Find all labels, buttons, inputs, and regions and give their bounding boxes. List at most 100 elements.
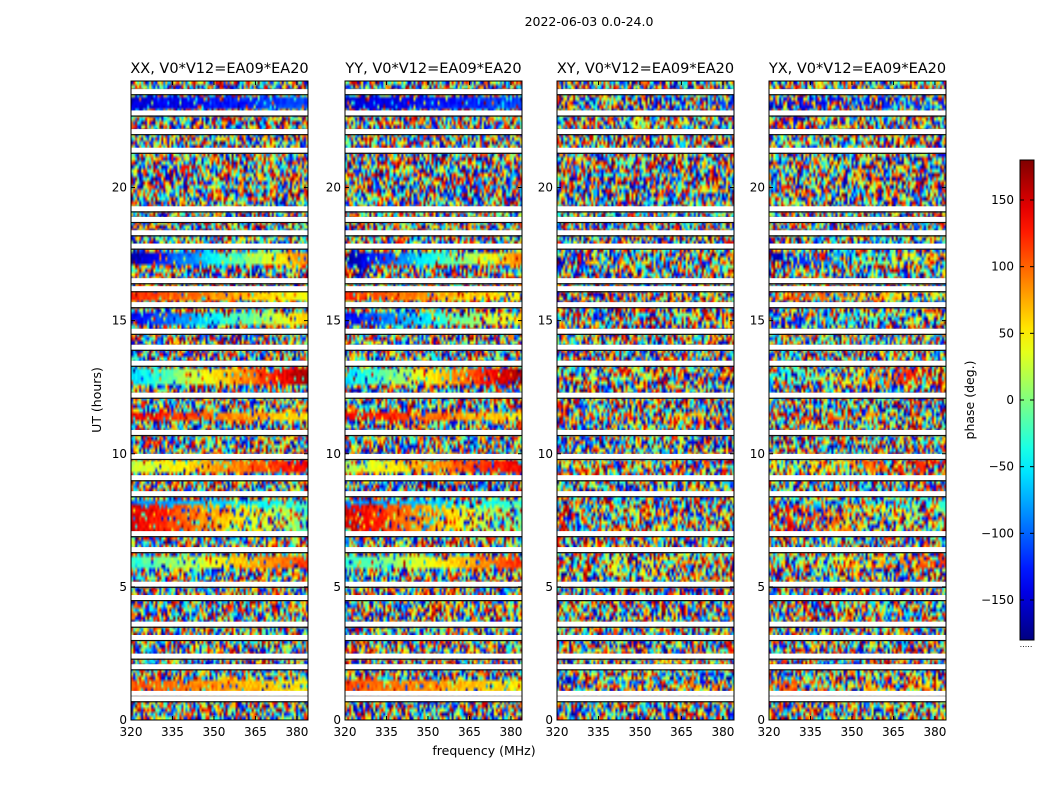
x-tick-label: 320	[334, 725, 357, 739]
flagged-row	[131, 110, 308, 116]
flagged-row	[345, 110, 522, 116]
separator-line	[557, 94, 734, 96]
flagged-row	[557, 286, 734, 292]
flagged-row	[131, 344, 308, 350]
separator-line	[131, 211, 308, 213]
flagged-row	[131, 286, 308, 292]
separator-line	[769, 94, 946, 96]
separator-line	[769, 397, 946, 399]
x-tick-label: 320	[546, 725, 569, 739]
separator-line	[131, 115, 308, 117]
flagged-row	[345, 696, 522, 702]
colorbar-tick-label: −50	[989, 460, 1014, 474]
separator-line	[131, 152, 308, 154]
separator-line	[557, 397, 734, 399]
separator-line	[131, 480, 308, 482]
flagged-row	[131, 328, 308, 334]
flagged-row	[131, 147, 308, 153]
separator-line	[131, 536, 308, 538]
flagged-row	[557, 595, 734, 601]
flagged-row	[769, 344, 946, 350]
separator-line	[557, 307, 734, 309]
x-tick-label: 380	[499, 725, 522, 739]
flagged-row	[557, 690, 734, 696]
flagged-row	[131, 475, 308, 481]
colorbar-tick-label: −150	[981, 593, 1014, 607]
flagged-row	[131, 278, 308, 284]
flagged-row	[345, 328, 522, 334]
flagged-row	[345, 547, 522, 553]
separator-line	[345, 365, 522, 367]
flagged-row	[131, 664, 308, 670]
flagged-row	[557, 360, 734, 366]
flagged-row	[557, 634, 734, 640]
flagged-row	[131, 302, 308, 308]
separator-line	[557, 211, 734, 213]
panel-1: XX, V0*V12=EA09*EA20 320 335 350 365 380 0 5 10 1…	[112, 61, 309, 739]
flagged-row	[345, 475, 522, 481]
separator-line	[345, 669, 522, 671]
separator-line	[769, 639, 946, 642]
separator-line	[345, 586, 522, 588]
panel-title: XY, V0*V12=EA09*EA20	[557, 61, 734, 77]
separator-line	[769, 669, 946, 671]
flagged-row	[769, 360, 946, 366]
separator-line	[345, 94, 522, 96]
flagged-row	[345, 147, 522, 153]
y-tick-label: 20	[750, 181, 765, 195]
flagged-row	[557, 216, 734, 222]
separator-line	[131, 221, 308, 224]
flagged-row	[557, 491, 734, 497]
flagged-row	[557, 531, 734, 537]
flagged-row	[557, 475, 734, 481]
flagged-row	[345, 278, 522, 284]
x-tick-label: 380	[711, 725, 734, 739]
x-tick-label: 380	[923, 725, 946, 739]
separator-line	[345, 291, 522, 293]
flagged-row	[131, 243, 308, 249]
separator-line	[131, 626, 308, 628]
panel-title: XX, V0*V12=EA09*EA20	[130, 61, 308, 77]
separator-line	[769, 480, 946, 482]
y-tick-label: 15	[750, 314, 765, 328]
flagged-row	[345, 392, 522, 398]
flagged-row	[131, 216, 308, 222]
panel-title: YY, V0*V12=EA09*EA20	[344, 61, 521, 77]
separator-line	[557, 152, 734, 154]
separator-line	[557, 248, 734, 250]
separator-line	[769, 658, 946, 660]
figure-title: 2022-06-03 0.0-24.0	[525, 14, 654, 29]
flagged-row	[769, 110, 946, 116]
flagged-row	[769, 690, 946, 696]
flagged-row	[345, 286, 522, 292]
y-tick-label: 5	[119, 580, 127, 594]
separator-line	[557, 365, 734, 367]
separator-line	[345, 397, 522, 399]
separator-line	[557, 496, 734, 498]
colorbar-tick-label: 100	[991, 260, 1014, 274]
y-tick-label: 10	[750, 447, 765, 461]
flagged-row	[769, 129, 946, 135]
separator-line	[131, 248, 308, 250]
separator-line	[769, 458, 946, 461]
colorbar: 150 100 50 0 −50 −100 −150	[981, 159, 1035, 641]
separator-line	[131, 349, 308, 351]
flagged-row	[345, 581, 522, 587]
flagged-row	[345, 653, 522, 659]
flagged-row	[769, 230, 946, 236]
separator-line	[769, 552, 946, 554]
flagged-row	[131, 581, 308, 587]
flagged-row	[769, 392, 946, 398]
flagged-row	[345, 429, 522, 435]
separator-line	[131, 365, 308, 367]
separator-line	[557, 221, 734, 224]
separator-line	[131, 600, 308, 602]
x-axis-label: frequency (MHz)	[432, 743, 535, 758]
separator-line	[769, 586, 946, 588]
flagged-row	[769, 664, 946, 670]
flagged-row	[769, 621, 946, 627]
flagged-row	[769, 216, 946, 222]
colorbar-tick-label: 150	[991, 193, 1014, 207]
colorbar-tick-label: 50	[999, 326, 1014, 340]
